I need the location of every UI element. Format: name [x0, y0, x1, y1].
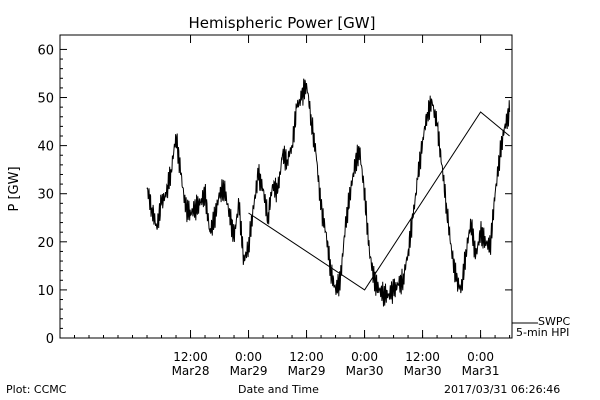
- legend-hpi-label: 5-min HPI: [516, 326, 570, 339]
- series-hpi-line: [248, 111, 510, 291]
- y-axis-label: P [GW]: [7, 166, 22, 211]
- x-tick-label-date: Mar30: [404, 364, 442, 378]
- x-tick-label-time: 12:00: [289, 350, 324, 364]
- x-tick-label-date: Mar29: [288, 364, 326, 378]
- y-tick-label: 30: [37, 188, 54, 203]
- x-tick-label-date: Mar30: [346, 364, 384, 378]
- series-swpc-line: [146, 78, 511, 307]
- y-tick-label: 10: [37, 284, 54, 299]
- y-axis: 0 10 20 30 40 50 60: [37, 43, 512, 347]
- x-tick-label-date: Mar28: [172, 364, 210, 378]
- plot-frame: [59, 34, 513, 339]
- y-tick-label: 20: [37, 236, 54, 251]
- x-tick-label-date: Mar31: [462, 364, 500, 378]
- y-tick-label: 0: [46, 332, 54, 347]
- legend-swpc-label: SWPC: [538, 315, 571, 328]
- chart-title: Hemispheric Power [GW]: [189, 14, 376, 32]
- timestamp: 2017/03/31 06:26:46: [444, 383, 561, 396]
- x-tick-label-time: 12:00: [173, 350, 208, 364]
- x-axis: 12:00Mar280:00Mar2912:00Mar290:00Mar3012…: [59, 35, 511, 378]
- y-tick-label: 50: [37, 92, 54, 107]
- x-tick-label-time: 0:00: [467, 350, 494, 364]
- series-layer: [146, 78, 511, 307]
- y-tick-label: 40: [37, 140, 54, 155]
- x-tick-label-time: 0:00: [351, 350, 378, 364]
- x-tick-label-time: 0:00: [235, 350, 262, 364]
- x-tick-label-date: Mar29: [230, 364, 268, 378]
- plot-credit: Plot: CCMC: [6, 383, 67, 396]
- x-axis-title: Date and Time: [238, 383, 319, 396]
- y-tick-label: 60: [37, 43, 54, 58]
- x-tick-label-time: 12:00: [405, 350, 440, 364]
